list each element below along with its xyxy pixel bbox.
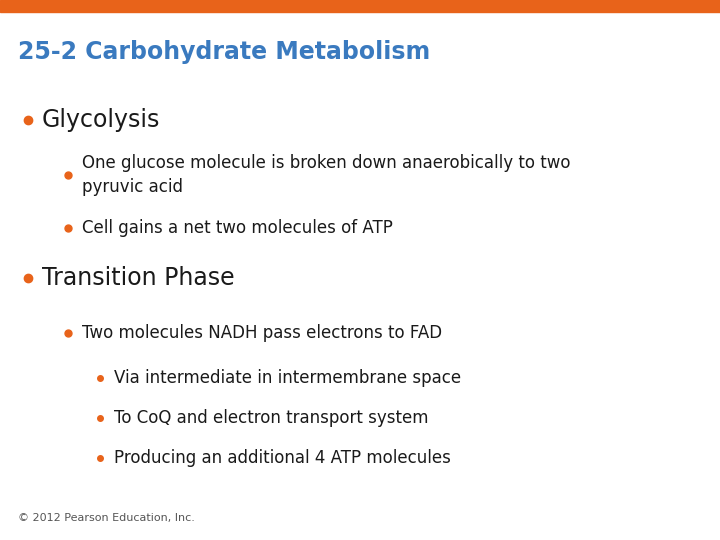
Text: To CoQ and electron transport system: To CoQ and electron transport system [114,409,428,427]
Text: 25-2 Carbohydrate Metabolism: 25-2 Carbohydrate Metabolism [18,40,431,64]
Text: Glycolysis: Glycolysis [42,108,161,132]
Text: One glucose molecule is broken down anaerobically to two
pyruvic acid: One glucose molecule is broken down anae… [82,153,570,197]
Text: Producing an additional 4 ATP molecules: Producing an additional 4 ATP molecules [114,449,451,467]
Text: © 2012 Pearson Education, Inc.: © 2012 Pearson Education, Inc. [18,513,195,523]
Text: Two molecules NADH pass electrons to FAD: Two molecules NADH pass electrons to FAD [82,324,442,342]
Bar [0,0,720,12]
Text: Via intermediate in intermembrane space: Via intermediate in intermembrane space [114,369,461,387]
Text: Cell gains a net two molecules of ATP: Cell gains a net two molecules of ATP [82,219,393,237]
Text: Transition Phase: Transition Phase [42,266,235,290]
